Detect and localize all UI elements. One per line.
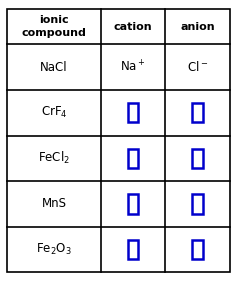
Text: MnS: MnS: [41, 197, 66, 210]
Bar: [7, 9, 230, 272]
Bar: [192, 149, 203, 168]
Bar: [192, 103, 203, 123]
Bar: [128, 149, 138, 168]
Text: Cl$^-$: Cl$^-$: [187, 60, 208, 74]
Text: NaCl: NaCl: [40, 61, 68, 74]
Text: ionic
compound: ionic compound: [22, 15, 86, 38]
Bar: [192, 240, 203, 259]
Text: CrF$_4$: CrF$_4$: [41, 105, 67, 120]
Text: Na$^+$: Na$^+$: [120, 59, 146, 75]
Text: cation: cation: [114, 22, 152, 32]
Bar: [192, 194, 203, 214]
Bar: [128, 103, 138, 123]
Text: FeCl$_2$: FeCl$_2$: [38, 150, 70, 166]
Bar: [128, 240, 138, 259]
Bar: [128, 194, 138, 214]
Text: Fe$_2$O$_3$: Fe$_2$O$_3$: [36, 242, 72, 257]
Text: anion: anion: [180, 22, 215, 32]
